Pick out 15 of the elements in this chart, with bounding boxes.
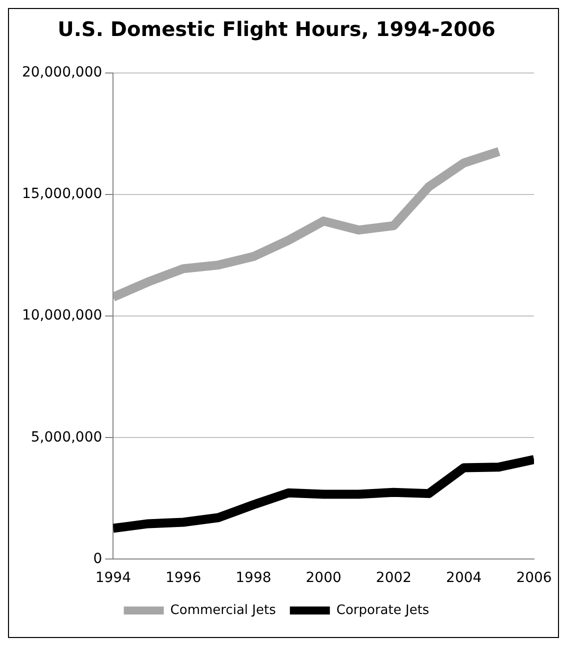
- chart-title: U.S. Domestic Flight Hours, 1994-2006: [58, 17, 496, 42]
- x-tick-label: 2002: [376, 570, 412, 586]
- y-tick-label: 20,000,000: [22, 64, 102, 81]
- x-tick-label: 1998: [236, 570, 272, 586]
- legend-label: Corporate Jets: [336, 602, 430, 618]
- x-tick-label: 2006: [516, 570, 552, 586]
- legend-label: Commercial Jets: [170, 602, 276, 618]
- y-tick-label: 5,000,000: [30, 429, 102, 446]
- y-tick-label: 10,000,000: [22, 308, 102, 324]
- y-tick-label: 15,000,000: [22, 186, 102, 202]
- x-tick-label: 1996: [165, 570, 202, 586]
- x-tick-label: 1994: [95, 570, 132, 586]
- y-tick-label: 0: [93, 550, 102, 567]
- x-tick-label: 2004: [446, 570, 482, 586]
- x-tick-label: 2000: [306, 570, 342, 586]
